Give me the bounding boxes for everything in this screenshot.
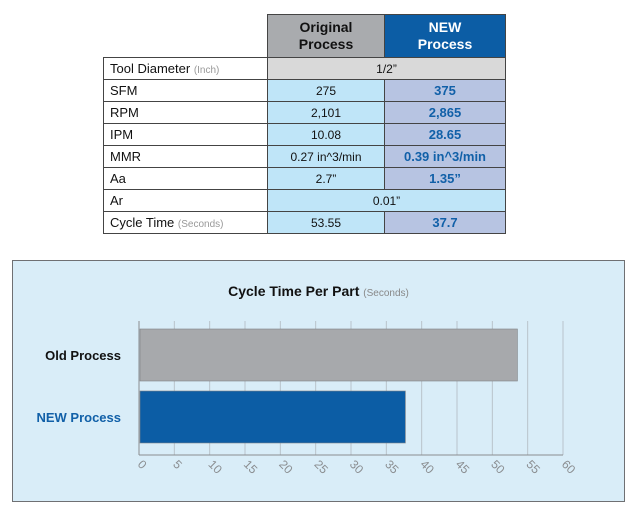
x-tick-label: 20 (276, 457, 296, 477)
table-row-tool-diameter: Tool Diameter (Inch) 1/2” (103, 57, 506, 80)
original-value-rpm: 2,101 (267, 101, 385, 124)
row-label-tool-diameter: Tool Diameter (Inch) (103, 57, 268, 80)
cycle-time-bar-chart: 0 5 10 15 20 25 30 35 40 45 50 55 60 Old Process NEW P… (36, 321, 579, 477)
x-tick-label: 50 (488, 457, 508, 477)
shared-value-tool-diameter: 1/2” (267, 57, 506, 80)
x-tick-label: 45 (453, 457, 473, 477)
row-label-cycle-time: Cycle Time (Seconds) (103, 211, 268, 234)
row-label-ipm: IPM (103, 123, 268, 146)
bar-new-process (139, 390, 406, 444)
x-tick-label: 35 (382, 457, 402, 477)
x-tick-label: 60 (559, 457, 579, 477)
chart-title: Cycle Time Per Part (Seconds) (13, 283, 624, 299)
shared-value-ar: 0.01” (267, 189, 506, 212)
new-value-cycle-time: 37.7 (384, 211, 506, 234)
table-row-rpm: RPM 2,101 2,865 (103, 101, 506, 124)
category-label-new-process: NEW Process (36, 410, 121, 425)
x-tick-label: 40 (418, 457, 438, 477)
table-header-row: Original Process NEW Process (104, 14, 506, 58)
original-value-aa: 2.7” (267, 167, 385, 190)
new-value-mmr: 0.39 in^3/min (384, 145, 506, 168)
x-tick-label: 5 (170, 457, 185, 472)
new-value-rpm: 2,865 (384, 101, 506, 124)
header-new-process: NEW Process (384, 14, 506, 58)
x-tick-label: 0 (135, 457, 150, 472)
process-comparison-table: Original Process NEW Process Tool Diameter (… (103, 14, 506, 234)
row-label-sfm: SFM (103, 79, 268, 102)
table-row-sfm: SFM 275 375 (103, 79, 506, 102)
cycle-time-chart-panel: Cycle Time Per Part (Seconds) 0 5 10 15 20 25… (12, 260, 625, 502)
row-label-rpm: RPM (103, 101, 268, 124)
bar-old-process (139, 328, 518, 382)
original-value-cycle-time: 53.55 (267, 211, 385, 234)
x-tick-label: 30 (347, 457, 367, 477)
new-value-ipm: 28.65 (384, 123, 506, 146)
table-row-ipm: IPM 10.08 28.65 (103, 123, 506, 146)
table-row-cycle-time: Cycle Time (Seconds) 53.55 37.7 (103, 211, 506, 234)
row-label-ar: Ar (103, 189, 268, 212)
x-tick-label: 25 (312, 457, 332, 477)
row-unit-tool-diameter: (Inch) (193, 65, 220, 76)
original-value-sfm: 275 (267, 79, 385, 102)
new-value-aa: 1.35” (384, 167, 506, 190)
chart-subtitle: (Seconds) (363, 288, 409, 299)
table-row-ar: Ar 0.01” (103, 189, 506, 212)
new-value-sfm: 375 (384, 79, 506, 102)
chart-title-text: Cycle Time Per Part (228, 283, 360, 299)
row-label-aa: Aa (103, 167, 268, 190)
original-value-ipm: 10.08 (267, 123, 385, 146)
header-original-process: Original Process (267, 14, 385, 58)
original-value-mmr: 0.27 in^3/min (267, 145, 385, 168)
category-label-old-process: Old Process (45, 348, 121, 363)
table-row-aa: Aa 2.7” 1.35” (103, 167, 506, 190)
header-blank-cell (104, 15, 268, 58)
row-unit-cycle-time: (Seconds) (177, 219, 224, 230)
row-label-mmr: MMR (103, 145, 268, 168)
x-tick-label: 15 (241, 457, 261, 477)
x-tick-label: 10 (206, 457, 226, 477)
table-row-mmr: MMR 0.27 in^3/min 0.39 in^3/min (103, 145, 506, 168)
x-tick-label: 55 (524, 457, 544, 477)
